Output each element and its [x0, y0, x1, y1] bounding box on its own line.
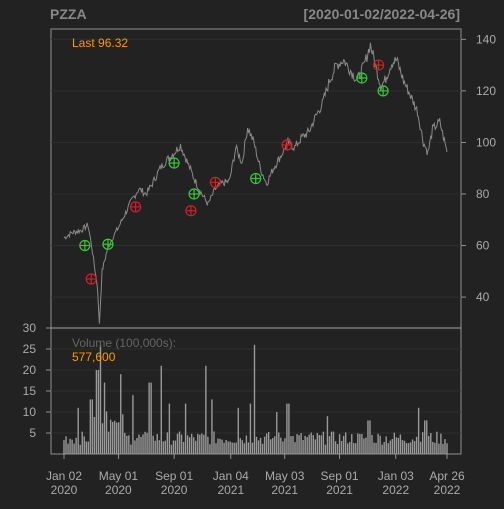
- volume-axis-tick-label: 5: [29, 426, 36, 440]
- volume-axis-tick-label: 15: [23, 384, 37, 398]
- price-axis-ticks: 40 60 80 100 120 140: [461, 32, 496, 304]
- date-axis-tick-year: 2020: [161, 483, 188, 497]
- date-axis-tick-label: May 01: [99, 469, 139, 483]
- price-axis-tick-label: 60: [476, 239, 490, 253]
- date-axis-tick-label: Apr 26: [429, 469, 465, 483]
- chart-date-range: [2020-01-02/2022-04-26]: [304, 6, 460, 22]
- chart-symbol: PZZA: [50, 6, 87, 22]
- volume-axis-tick-label: 30: [23, 321, 37, 335]
- volume-axis-tick-label: 10: [23, 405, 37, 419]
- price-axis-tick-label: 120: [476, 84, 496, 98]
- price-series-line: [63, 42, 448, 324]
- volume-value-label: 577,600: [72, 350, 116, 364]
- volume-label: Volume (100,000s):: [72, 336, 176, 350]
- price-axis-tick-label: 100: [476, 135, 496, 149]
- date-axis-tick-label: Jan 04: [213, 469, 249, 483]
- date-axis-tick-year: 2022: [434, 483, 461, 497]
- price-axis-tick-label: 140: [476, 32, 496, 46]
- date-axis-tick-label: Jan 02: [46, 469, 82, 483]
- price-axis-tick-label: 80: [476, 187, 490, 201]
- date-axis-tick-year: 2020: [51, 483, 78, 497]
- date-axis-tick-year: 2021: [217, 483, 244, 497]
- volume-axis-tick-label: 20: [23, 363, 37, 377]
- volume-axis-ticks: 5 10 15 20 25 30: [23, 321, 51, 440]
- price-gridlines: [51, 38, 461, 298]
- date-axis-tick-year: 2021: [326, 483, 353, 497]
- date-axis-tick-year: 2021: [271, 483, 298, 497]
- volume-axis-tick-label: 25: [23, 342, 37, 356]
- date-axis-tick-label: Sep 01: [321, 469, 359, 483]
- date-axis-tick-label: May 03: [265, 469, 305, 483]
- signal-markers: [79, 59, 389, 285]
- date-axis-tick-year: 2020: [105, 483, 132, 497]
- date-axis-tick-label: Jan 03: [378, 469, 414, 483]
- last-price-label: Last 96.32: [72, 36, 128, 50]
- volume-bars: [63, 344, 448, 454]
- price-axis-tick-label: 40: [476, 290, 490, 304]
- date-axis-tick-label: Sep 01: [155, 469, 193, 483]
- date-axis-tick-year: 2022: [382, 483, 409, 497]
